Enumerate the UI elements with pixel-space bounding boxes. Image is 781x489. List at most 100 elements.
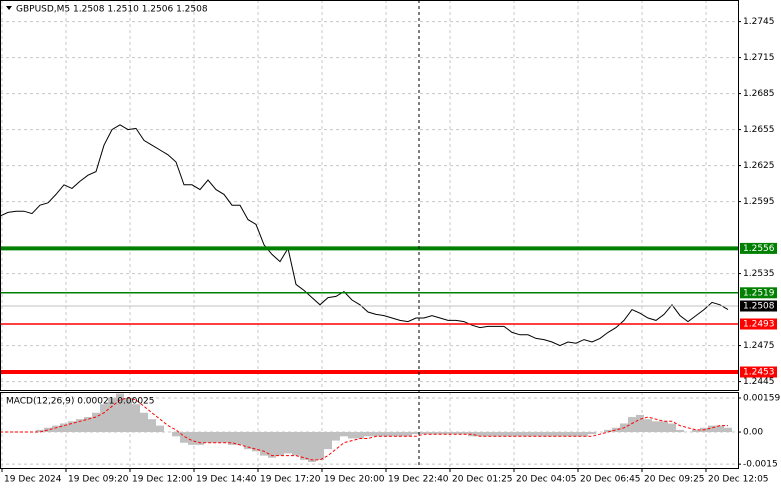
- macd-bar: [212, 432, 220, 443]
- level-label-box: [740, 287, 777, 299]
- macd-bar: [604, 429, 612, 433]
- macd-bar: [292, 432, 300, 456]
- level-label: 1.2519: [743, 288, 775, 298]
- macd-bar: [220, 432, 228, 443]
- macd-bar: [324, 432, 332, 450]
- macd-bar: [572, 432, 580, 437]
- y-tick-label: -0.0015: [743, 460, 778, 470]
- macd-bar: [644, 419, 652, 433]
- macd-bar: [36, 429, 44, 433]
- y-tick-label: 1.2685: [743, 89, 775, 99]
- macd-bar: [580, 432, 588, 437]
- macd-bar: [180, 432, 188, 443]
- price-line: [0, 124, 729, 347]
- macd-bar: [228, 432, 236, 445]
- last-price-label: 1.2508: [743, 302, 775, 312]
- level-label: 1.2556: [743, 244, 775, 254]
- macd-bar: [524, 432, 532, 437]
- macd-bar: [244, 432, 252, 450]
- macd-bar: [436, 432, 444, 435]
- y-tick-label: 1.2655: [743, 125, 775, 135]
- macd-bar: [420, 432, 428, 435]
- macd-bar: [76, 419, 84, 433]
- macd-bar: [356, 432, 364, 439]
- macd-bar: [532, 432, 540, 437]
- macd-bar: [316, 432, 324, 460]
- y-tick-label: 1.2535: [743, 269, 775, 279]
- macd-bar: [108, 397, 116, 433]
- macd-bar: [140, 412, 148, 433]
- level-label-box: [740, 242, 777, 254]
- x-tick-label: 20 Dec 09:25: [644, 475, 705, 485]
- macd-bar: [412, 432, 420, 435]
- last-price-box: [740, 300, 777, 312]
- macd-bar: [68, 421, 76, 433]
- macd-bar: [484, 432, 492, 437]
- y-tick-label: 0.00159: [743, 393, 780, 403]
- macd-bar: [84, 417, 92, 433]
- macd-bar: [52, 425, 60, 433]
- chart-title: GBPUSD,M5 1.2508 1.2510 1.2506 1.2508: [16, 5, 208, 15]
- macd-bar: [556, 432, 564, 437]
- macd-bar: [60, 423, 68, 433]
- macd-bar: [452, 432, 460, 435]
- macd-bar: [124, 397, 132, 433]
- x-tick-label: 20 Dec 04:05: [516, 475, 577, 485]
- macd-bar: [268, 432, 276, 458]
- macd-bar: [588, 432, 596, 435]
- macd-bar: [516, 432, 524, 437]
- macd-bar: [148, 419, 156, 433]
- macd-bar: [724, 427, 732, 433]
- macd-bar: [252, 432, 260, 452]
- x-tick-label: 20 Dec 06:45: [580, 475, 641, 485]
- macd-bar: [196, 432, 204, 445]
- macd-bar: [188, 432, 196, 445]
- x-tick-label: 19 Dec 2024: [4, 475, 62, 485]
- x-tick-label: 19 Dec 22:40: [388, 475, 449, 485]
- macd-bar: [388, 432, 396, 437]
- macd-bar: [172, 432, 180, 437]
- macd-bar: [652, 421, 660, 433]
- x-tick-label: 19 Dec 14:40: [196, 475, 257, 485]
- macd-bar: [44, 427, 52, 433]
- y-tick-label: 1.2475: [743, 341, 775, 351]
- x-tick-label: 19 Dec 20:00: [324, 475, 385, 485]
- macd-bar: [612, 427, 620, 433]
- macd-bar: [308, 432, 316, 463]
- macd-bar: [100, 404, 108, 433]
- macd-bar: [132, 404, 140, 433]
- macd-bar: [540, 432, 548, 437]
- macd-bar: [156, 425, 164, 433]
- menu-arrow: [6, 6, 12, 10]
- y-tick-label: 1.2745: [743, 17, 775, 27]
- macd-bar: [492, 432, 500, 437]
- macd-bar: [668, 423, 676, 433]
- macd-bar: [548, 432, 556, 437]
- macd-bar: [340, 432, 348, 437]
- macd-bar: [236, 432, 244, 445]
- macd-bar: [300, 432, 308, 460]
- macd-bar: [636, 414, 644, 433]
- macd-bar: [500, 432, 508, 437]
- macd-title: MACD(12,26,9) 0.00021 0.00025: [6, 397, 155, 407]
- macd-bar: [628, 417, 636, 433]
- macd-bar: [460, 432, 468, 435]
- x-tick-label: 20 Dec 01:25: [452, 475, 513, 485]
- level-label: 1.2453: [743, 368, 775, 378]
- y-tick-label: 1.2625: [743, 161, 775, 171]
- macd-bar: [348, 432, 356, 439]
- level-label-box: [740, 318, 777, 330]
- level-label-box: [740, 366, 777, 378]
- macd-bar: [692, 429, 700, 433]
- macd-bar: [260, 432, 268, 456]
- macd-bar: [708, 425, 716, 433]
- x-tick-label: 20 Dec 12:05: [708, 475, 769, 485]
- price-pane-border: [0, 0, 739, 391]
- macd-bar: [204, 432, 212, 443]
- y-tick-label: 0.00: [743, 428, 763, 438]
- macd-bar: [564, 432, 572, 437]
- x-tick-label: 19 Dec 12:00: [132, 475, 193, 485]
- macd-bar: [372, 432, 380, 437]
